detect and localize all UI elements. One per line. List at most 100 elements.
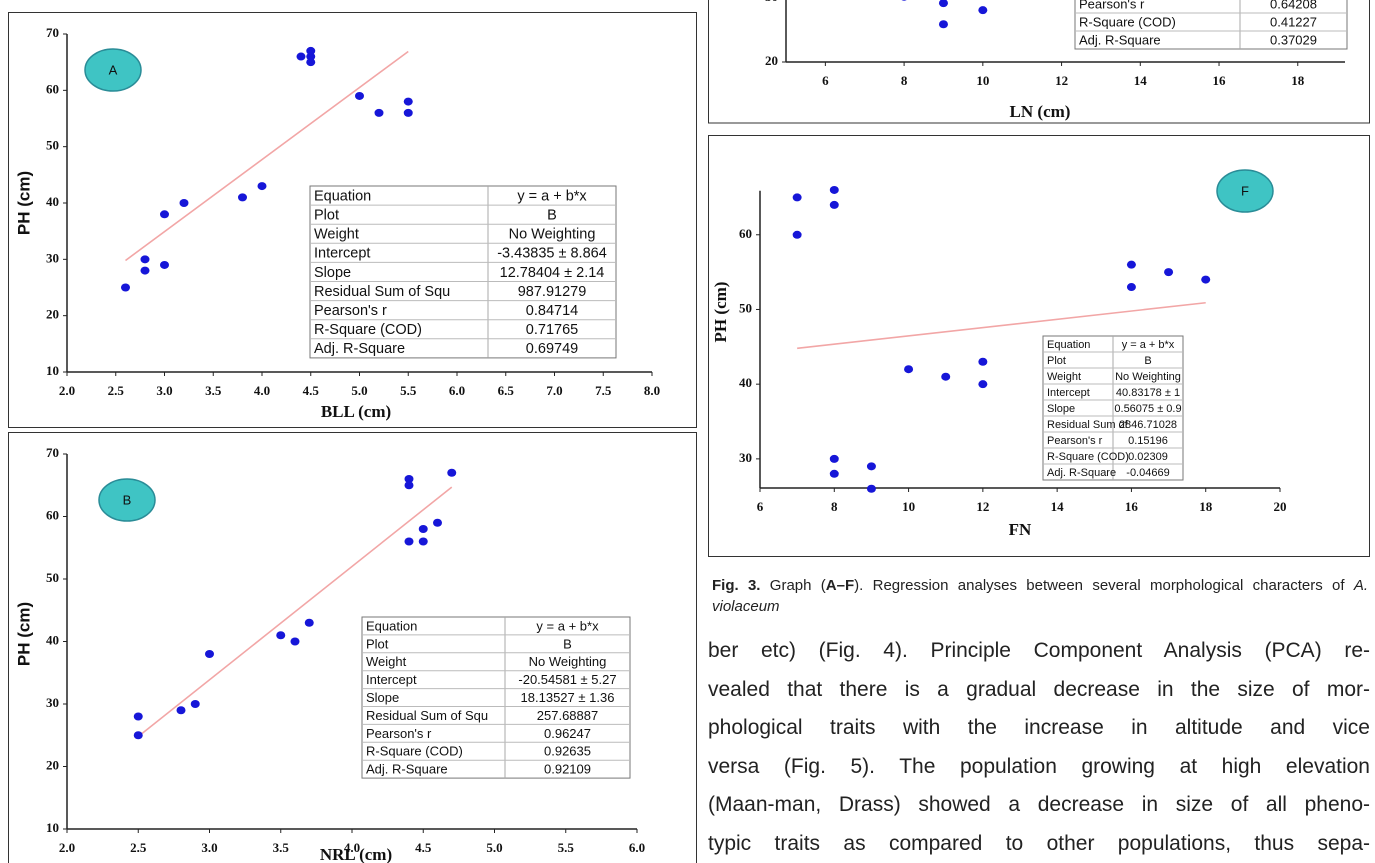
table-cell: Plot bbox=[314, 207, 339, 223]
y-tick-label: 20 bbox=[765, 53, 778, 68]
table-cell: R-Square (COD) bbox=[366, 744, 463, 759]
stats-table: Pearson's r 0.64208 R-Square (COD) 0.41227 A… bbox=[1074, 0, 1348, 50]
data-point bbox=[374, 108, 384, 117]
x-tick-label: 18 bbox=[1199, 499, 1213, 514]
table-cell: B bbox=[563, 636, 572, 651]
data-point bbox=[1201, 275, 1211, 284]
y-tick-label: 10 bbox=[46, 820, 59, 835]
data-point bbox=[190, 700, 200, 708]
data-point bbox=[866, 484, 876, 493]
data-point bbox=[941, 372, 951, 381]
panel-frame bbox=[708, 0, 1370, 124]
x-tick-label: 20 bbox=[1274, 499, 1287, 514]
x-tick-label: 8 bbox=[831, 499, 838, 514]
x-tick-label: 12 bbox=[1055, 73, 1068, 88]
stats-table: Equation y = a + b*x Plot B Weight No Weighti… bbox=[1042, 335, 1184, 481]
y-tick-label: 70 bbox=[46, 445, 59, 460]
caption-text: A–F bbox=[825, 577, 855, 594]
data-point bbox=[904, 365, 914, 374]
data-point bbox=[276, 631, 286, 640]
x-tick-label: 3.0 bbox=[201, 840, 217, 855]
panel-badge bbox=[1216, 169, 1274, 213]
x-tick-label: 8.0 bbox=[644, 383, 660, 398]
data-point bbox=[403, 97, 413, 106]
data-point bbox=[404, 475, 414, 483]
table-cell: 0.56075 ± 0.9 bbox=[1114, 403, 1181, 415]
x-axis-title: LN (cm) bbox=[1010, 102, 1071, 121]
table-cell: B bbox=[547, 207, 557, 223]
table-cell: 257.68887 bbox=[537, 708, 598, 723]
x-tick-label: 3.5 bbox=[273, 840, 290, 855]
caption-text: A. violaceum bbox=[712, 577, 1369, 615]
y-tick-label: 50 bbox=[46, 570, 59, 585]
data-point bbox=[938, 20, 948, 29]
y-tick-label: 20 bbox=[46, 757, 59, 772]
panel-badge bbox=[98, 478, 156, 522]
y-tick-label: 30 bbox=[46, 250, 59, 265]
panel-frame bbox=[8, 432, 697, 863]
table-frame bbox=[309, 185, 617, 359]
data-point bbox=[404, 481, 414, 490]
data-point bbox=[133, 731, 143, 740]
table-cell: R-Square (COD) bbox=[1079, 14, 1176, 29]
data-point bbox=[355, 91, 364, 100]
y-tick-label: 40 bbox=[46, 632, 59, 647]
x-tick-label: 8 bbox=[901, 73, 908, 88]
table-cell: Adj. R-Square bbox=[1047, 467, 1116, 479]
stats-table: Equation y = a + b*x Plot B Weight No Weighti… bbox=[361, 616, 631, 779]
caption-text: ). Regression analyses between several m… bbox=[854, 577, 1354, 594]
table-cell: Adj. R-Square bbox=[1079, 32, 1161, 47]
text-line: (Maan-man, Drass) showed a decrease in s… bbox=[708, 793, 1370, 816]
y-tick-label: 40 bbox=[739, 375, 752, 390]
data-point bbox=[433, 518, 442, 527]
x-axis-title: BLL (cm) bbox=[321, 402, 391, 421]
table-cell: y = a + b*x bbox=[1122, 339, 1175, 351]
table-cell: B bbox=[1144, 355, 1151, 367]
table-cell: 18.13527 ± 1.36 bbox=[521, 690, 615, 705]
panel-frame bbox=[8, 12, 697, 428]
x-tick-label: 2.5 bbox=[130, 840, 147, 855]
figure-caption: Fig. 3. Graph (A–F). Regression analyses… bbox=[712, 575, 1368, 617]
y-tick-label: 60 bbox=[46, 81, 59, 96]
data-point bbox=[140, 255, 150, 264]
data-point bbox=[179, 199, 189, 207]
table-cell: Intercept bbox=[314, 246, 370, 262]
x-tick-label: 12 bbox=[976, 499, 989, 514]
data-point bbox=[306, 58, 316, 67]
y-tick-label: 50 bbox=[739, 300, 752, 315]
data-point bbox=[306, 52, 316, 61]
x-tick-label: 5.5 bbox=[558, 840, 575, 855]
stats-table: Equation y = a + b*x Plot B Weight No Weighti… bbox=[309, 185, 617, 359]
table-cell: Residual Sum of Squ bbox=[366, 708, 488, 723]
x-tick-label: 4.5 bbox=[415, 840, 432, 855]
text-line: versa (Fig. 5). The population growing a… bbox=[708, 754, 1370, 778]
table-cell: y = a + b*x bbox=[517, 188, 587, 204]
x-tick-label: 18 bbox=[1291, 73, 1305, 88]
data-point bbox=[140, 266, 150, 275]
table-cell: 0.37029 bbox=[1270, 32, 1317, 47]
x-tick-label: 5.5 bbox=[400, 383, 417, 398]
table-cell: Pearson's r bbox=[314, 303, 387, 319]
x-tick-label: 4.5 bbox=[303, 383, 320, 398]
panel-label: F bbox=[1241, 183, 1249, 198]
table-cell: R-Square (COD) bbox=[1047, 451, 1129, 463]
table-cell: Residual Sum of Squ bbox=[314, 284, 450, 300]
table-cell: 0.92109 bbox=[544, 762, 591, 777]
x-tick-label: 14 bbox=[1051, 499, 1065, 514]
table-cell: Intercept bbox=[366, 672, 417, 687]
table-cell: Pearson's r bbox=[1079, 0, 1145, 11]
data-point bbox=[160, 260, 169, 269]
x-tick-label: 4.0 bbox=[254, 383, 270, 398]
y-tick-label: 40 bbox=[46, 194, 59, 209]
x-tick-label: 4.0 bbox=[344, 840, 360, 855]
panel-badge bbox=[84, 48, 142, 92]
table-cell: Plot bbox=[366, 636, 389, 651]
table-frame bbox=[1074, 0, 1348, 50]
y-axis-title: PH (cm) bbox=[14, 171, 33, 235]
y-tick-label: 10 bbox=[46, 363, 59, 378]
table-cell: No Weighting bbox=[509, 227, 596, 243]
data-point bbox=[829, 185, 839, 194]
x-tick-label: 3.5 bbox=[205, 383, 222, 398]
data-point bbox=[1126, 283, 1136, 292]
x-tick-label: 16 bbox=[1213, 73, 1227, 88]
